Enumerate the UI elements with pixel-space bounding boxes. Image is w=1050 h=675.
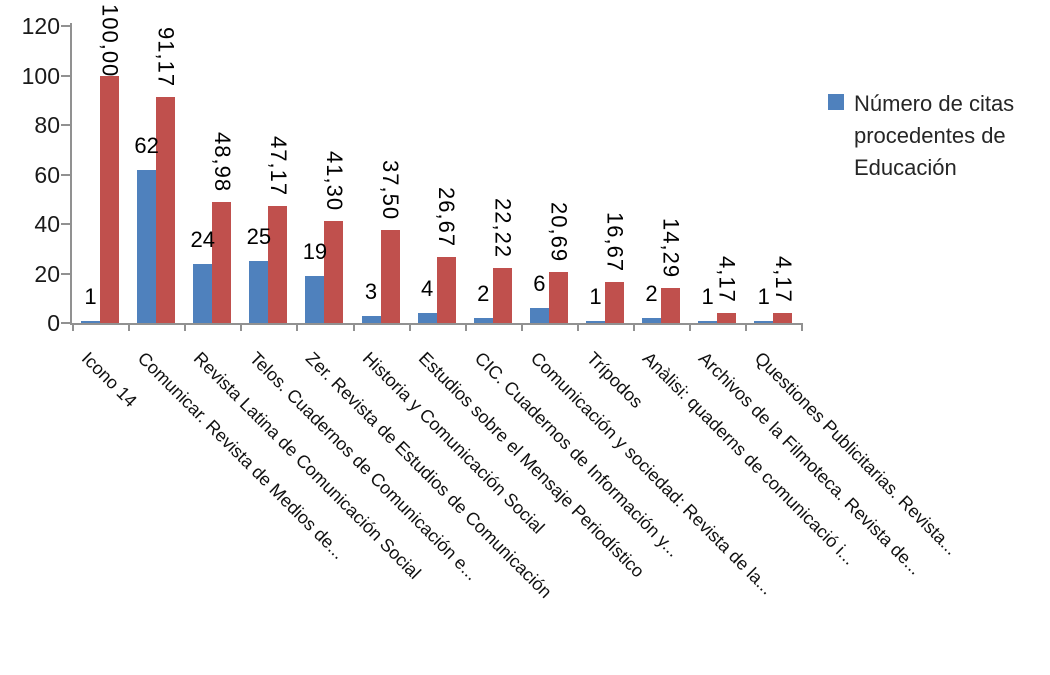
bar-citas (305, 275, 325, 323)
y-axis-tick-label: 80 (34, 112, 60, 138)
category-label: Comunicar. Revista de Medios de... (133, 348, 350, 564)
data-label-porcentaje: 16,67 (602, 211, 628, 272)
data-label-citas: 3 (364, 278, 378, 304)
legend: Número de citas procedentes de Educación (828, 88, 1042, 184)
y-axis-tick (61, 74, 70, 77)
bar-porcentaje (100, 75, 120, 323)
data-label-citas: 2 (645, 281, 658, 307)
x-axis-tick (128, 323, 131, 331)
x-axis-tick (408, 323, 411, 331)
bar-citas (249, 261, 269, 323)
data-label-citas: 25 (246, 224, 272, 250)
bar-porcentaje (324, 220, 344, 323)
data-label-citas: 24 (190, 226, 215, 252)
data-label-porcentaje: 47,17 (265, 136, 291, 197)
bar-citas (698, 320, 718, 323)
y-axis-tick (61, 322, 70, 324)
y-axis-tick (61, 272, 70, 275)
bar-citas (417, 313, 437, 323)
y-axis-tick-label: 120 (21, 13, 60, 39)
bar-citas (529, 308, 549, 323)
data-label-porcentaje: 100,00 (97, 4, 123, 78)
bar-citas (361, 315, 381, 323)
bar-porcentaje (268, 206, 288, 323)
data-label-porcentaje: 91,17 (153, 27, 179, 88)
x-axis-tick (464, 323, 467, 331)
x-axis-tick (745, 323, 748, 331)
data-label-porcentaje: 48,98 (209, 131, 235, 192)
data-label-citas: 1 (701, 283, 714, 309)
x-axis-tick (689, 323, 692, 331)
data-label-citas: 6 (533, 271, 546, 297)
data-label-porcentaje: 41,30 (321, 150, 347, 211)
y-axis-tick-label: 0 (47, 310, 60, 336)
y-axis-tick-label: 60 (34, 161, 60, 188)
y-axis-line (70, 23, 72, 325)
data-label-citas: 1 (589, 283, 602, 309)
data-label-citas: 62 (134, 132, 159, 158)
x-axis-tick (352, 323, 355, 331)
x-axis-tick (240, 323, 243, 331)
data-label-porcentaje: 22,22 (490, 198, 516, 259)
legend-label: Número de citas procedentes de Educación (854, 91, 1015, 180)
data-label-porcentaje: 4,17 (770, 255, 796, 303)
y-axis-tick-label: 100 (21, 62, 60, 89)
bar-porcentaje (661, 287, 681, 323)
y-axis-tick-label: 20 (34, 260, 60, 287)
bar-citas (137, 169, 157, 323)
x-axis-tick (576, 323, 579, 331)
data-label-porcentaje: 26,67 (434, 186, 460, 248)
bar-porcentaje (156, 97, 176, 323)
bar-citas (585, 320, 605, 323)
x-axis-line (70, 323, 802, 325)
bar-porcentaje (436, 256, 456, 323)
data-label-citas: 19 (302, 238, 328, 264)
x-axis-tick (801, 323, 804, 331)
bar-citas (193, 263, 213, 323)
x-axis-tick (520, 323, 523, 331)
y-axis-tick-label: 40 (34, 211, 60, 237)
data-label-porcentaje: 14,29 (658, 217, 684, 278)
category-label: Questiones Publicitarias. Revista... (751, 348, 962, 559)
data-label-citas: 1 (757, 283, 770, 309)
data-label-citas: 4 (421, 276, 434, 302)
data-label-porcentaje: 20,69 (546, 201, 572, 262)
data-label-porcentaje: 4,17 (714, 255, 740, 303)
y-axis-tick (61, 124, 70, 126)
data-label-citas: 2 (477, 281, 490, 307)
bar-citas (473, 318, 493, 323)
x-axis-tick (184, 323, 187, 331)
y-axis-tick (61, 25, 70, 27)
legend-swatch-blue (828, 94, 844, 110)
data-label-porcentaje: 37,50 (378, 160, 404, 221)
bar-porcentaje (492, 268, 512, 323)
category-label: CIC. Cuadernos de Información y... (470, 348, 684, 561)
bar-porcentaje (548, 271, 568, 323)
x-axis-tick (72, 323, 74, 331)
bar-porcentaje (717, 312, 737, 323)
bar-porcentaje (604, 281, 624, 323)
x-axis-tick (296, 323, 299, 331)
bar-porcentaje (212, 201, 232, 323)
y-axis-tick (61, 173, 70, 176)
bar-citas (642, 318, 662, 323)
data-label-citas: 1 (84, 283, 97, 309)
x-axis-tick (633, 323, 635, 331)
bar-citas (81, 320, 101, 323)
y-axis-tick (61, 223, 70, 225)
bar-porcentaje (773, 312, 793, 323)
bar-porcentaje (380, 230, 400, 323)
bar-citas (754, 320, 774, 323)
category-label: Icono 14 (77, 348, 141, 411)
